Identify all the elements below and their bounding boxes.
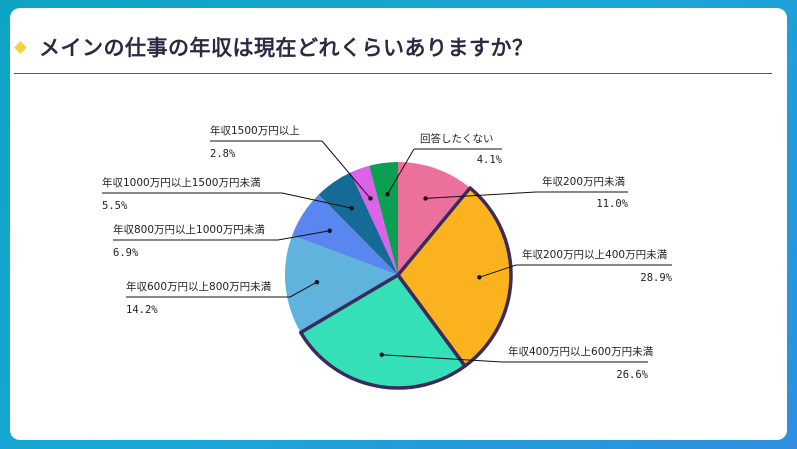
slice-label: 回答したくない [420,132,494,145]
slice-label: 年収1500万円以上 [210,124,300,137]
highlight-borders [298,186,513,390]
pie-slices [285,162,512,388]
leader-dot [349,205,354,211]
pie-slice [398,162,471,275]
slice-percent-label: 28.9% [640,272,672,284]
leader-line [479,264,517,278]
leader-line [321,140,371,199]
slice-label: 年収1000万円以上1500万円未満 [102,176,261,189]
slice-highlight-border [396,186,513,368]
pie-labels: 年収200万円未満 11.0% 年収200万円以上400万円未満 28.9% 年収400… [102,124,673,381]
slice-label: 年収200万円未満 [542,175,626,188]
slice-label-group: 年収800万円以上1000万円未満 6.9% [113,223,332,259]
leader-line [425,191,537,199]
slice-label-group: 年収200万円未満 11.0% [423,175,629,210]
slice-percent-label: 26.6% [616,369,648,381]
slice-label-group: 年収600万円以上800万円未満 14.2% [126,279,320,316]
slice-label: 年収400万円以上600万円未満 [508,345,654,358]
page-title: メインの仕事の年収は現在どれくらいありますか？ [39,36,534,60]
slice-percent-label: 4.1% [477,154,503,166]
pie-slice [350,165,398,275]
slice-label-group: 年収400万円以上600万円未満 26.6% [379,345,654,381]
slice-label-group: 年収1500万円以上 2.8% [210,124,373,201]
slice-highlight-border [298,273,467,390]
leader-line [277,230,330,241]
leader-line [387,148,415,195]
slice-label-group: 回答したくない 4.1% [385,132,503,197]
leader-dot [423,196,428,201]
pie-slice [285,235,398,333]
slice-label-group: 年収1000万円以上1500万円未満 5.5% [102,176,354,212]
slice-percent-label: 6.9% [113,247,139,259]
leader-line [281,192,352,209]
pie-slice [398,187,512,366]
leader-line [381,354,503,363]
slice-label: 年収200万円以上400万円未満 [522,248,668,261]
slice-percent-label: 14.2% [126,304,158,316]
pie-slice [318,172,398,275]
slice-percent-label: 11.0% [596,198,628,210]
pie-slice [292,194,398,275]
leader-line [289,281,318,298]
pie-slice [369,162,398,275]
title-row: メインの仕事の年収は現在どれくらいありますか？ [14,30,534,64]
pie-slice [300,275,465,388]
leader-dot [379,352,384,357]
title-divider [14,73,772,74]
slice-label: 年収800万円以上1000万円未満 [113,223,265,236]
leader-dot [327,228,332,233]
slice-percent-label: 5.5% [102,200,128,212]
slice-label: 年収600万円以上800万円未満 [126,280,272,293]
slice-percent-label: 2.8% [210,148,236,160]
slice-label-group: 年収200万円以上400万円未満 28.9% [477,248,673,284]
